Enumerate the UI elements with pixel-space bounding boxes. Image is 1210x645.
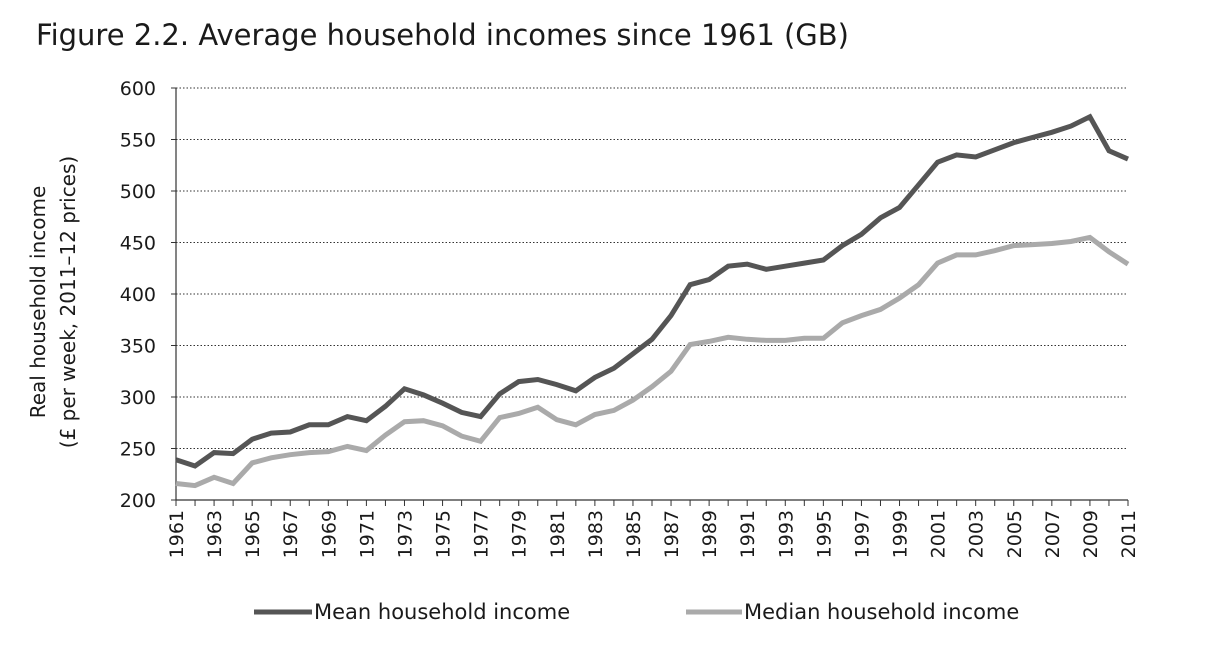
x-tick-label: 1965 <box>242 510 264 558</box>
y-tick-label: 450 <box>120 233 156 255</box>
x-tick-label: 1971 <box>356 510 378 558</box>
x-tick-label: 1979 <box>509 510 531 558</box>
x-tick-label: 1987 <box>661 510 683 558</box>
y-axis-label-line: Real household income <box>26 186 50 419</box>
x-tick-label: 1975 <box>433 510 455 558</box>
y-tick-label: 200 <box>120 490 156 512</box>
x-tick-label: 1997 <box>851 510 873 558</box>
axes <box>171 87 1129 506</box>
x-tick-label: 1973 <box>394 510 416 558</box>
x-tick-label: 1995 <box>813 510 835 558</box>
gridlines <box>176 87 1128 449</box>
x-tick-label: 1969 <box>318 510 340 558</box>
series-line-median <box>175 234 1130 489</box>
x-tick-label: 1993 <box>775 510 797 558</box>
x-tick-label: 1981 <box>547 510 569 558</box>
y-tick-label: 500 <box>120 181 156 203</box>
x-tick-label: 1967 <box>280 510 302 558</box>
x-tick-label: 1977 <box>471 510 493 558</box>
x-tick-label: 1963 <box>204 510 226 558</box>
x-tick-label: 1999 <box>890 510 912 558</box>
x-tick-label: 2003 <box>966 510 988 558</box>
y-axis-label: Real household income (£ per week, 2011–1… <box>26 156 80 448</box>
legend: Mean household income Median household in… <box>254 600 1019 624</box>
y-tick-label: 350 <box>120 336 156 358</box>
x-tick-label: 1983 <box>585 510 607 558</box>
y-axis-label-line: (£ per week, 2011–12 prices) <box>56 156 80 448</box>
x-tick-label: 2001 <box>928 510 950 558</box>
chart-title: Figure 2.2. Average household incomes si… <box>36 18 849 52</box>
x-tick-label: 2009 <box>1080 510 1102 558</box>
x-tick-labels: 1961 1963 1965 1967 1969 1971 1973 1975 1977 1979… <box>166 510 1140 558</box>
legend-label: Mean household income <box>314 600 570 624</box>
x-tick-label: 2007 <box>1042 510 1064 558</box>
x-tick-label: 2005 <box>1004 510 1026 558</box>
x-tick-label: 1991 <box>737 510 759 558</box>
y-tick-label: 400 <box>120 284 156 306</box>
x-tick-label: 1961 <box>166 510 188 558</box>
y-tick-label: 300 <box>120 387 156 409</box>
y-tick-labels: 200 250 300 350 400 450 500 550 600 <box>120 78 156 512</box>
x-tick-label: 1985 <box>623 510 645 558</box>
y-tick-label: 250 <box>120 439 156 461</box>
x-tick-label: 2011 <box>1118 510 1140 558</box>
series-lines <box>175 113 1130 489</box>
y-tick-label: 550 <box>120 130 156 152</box>
y-tick-label: 600 <box>120 78 156 100</box>
x-tick-label: 1989 <box>699 510 721 558</box>
legend-label: Median household income <box>744 600 1019 624</box>
series-line-mean <box>175 113 1130 469</box>
